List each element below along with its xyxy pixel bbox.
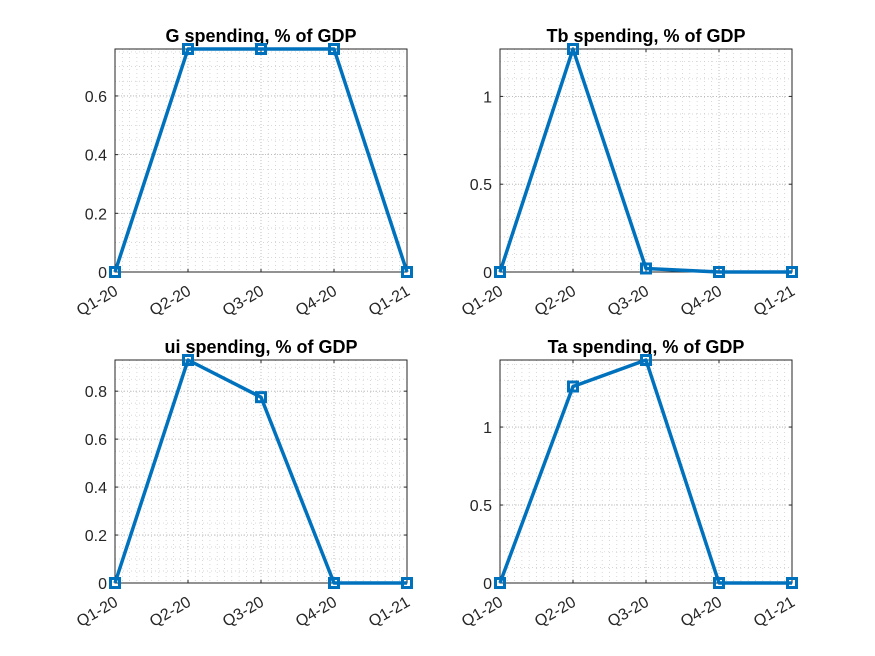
x-tick-label: Q2-20 [147,594,194,631]
major-grid [115,49,407,272]
x-tick-label: Q3-20 [220,283,267,320]
major-grid [115,360,407,583]
y-tick-label: 0 [98,265,107,282]
data-point-marker [567,380,579,393]
data-point-marker [713,266,725,278]
x-tick-label: Q1-20 [459,283,506,320]
major-grid [500,49,792,272]
series-line [113,358,407,585]
data-point-marker [182,43,194,55]
data-point-marker [494,266,506,278]
x-tick-label: Q4-20 [293,594,340,631]
data-point-marker [109,266,121,278]
subplot-1: 0 0.2 0.4 0.6 Q1-20 Q2-20 Q3-20 Q4-20 Q1-21 G spe… [74,26,413,320]
data-point-marker [109,577,121,589]
x-tick-label: Q1-21 [366,594,413,631]
x-tick-label: Q2-20 [532,283,579,320]
x-tick-label: Q3-20 [220,594,267,631]
data-point-marker [567,43,579,55]
chart-title: Ta spending, % of GDP [548,337,745,357]
x-tick-label: Q1-20 [459,594,506,631]
y-tick-label: 0.6 [85,89,107,106]
data-point-marker [401,266,413,278]
data-point-marker [255,43,267,55]
y-tick-label: 0.2 [85,206,107,223]
data-point-marker [182,354,194,366]
data-point-marker [401,577,413,589]
y-tick-label: 0.5 [470,498,492,515]
data-point-marker [713,577,725,589]
data-point-marker [640,354,652,366]
y-tick-label: 1 [483,420,492,437]
x-tick-label: Q4-20 [293,283,340,320]
series-line [498,358,792,585]
series-line [498,47,792,274]
data-point-marker [328,43,340,55]
x-tick-label: Q2-20 [532,594,579,631]
chart-title: ui spending, % of GDP [165,337,358,357]
subplot-2: 0 0.5 1 Q1-20 Q2-20 Q3-20 Q4-20 Q1-21 Tb spendin… [459,26,798,320]
y-tick-label: 1 [483,89,492,106]
chart-title: G spending, % of GDP [165,26,356,46]
y-tick-label: 0.2 [85,528,107,545]
series-line [113,47,409,273]
x-tick-label: Q1-21 [751,283,798,320]
x-tick-label: Q3-20 [605,594,652,631]
y-tick-label: 0.4 [85,148,107,165]
x-tick-label: Q4-20 [678,283,725,320]
data-point-marker [494,577,506,589]
x-tick-label: Q3-20 [605,283,652,320]
x-tick-label: Q1-21 [366,283,413,320]
data-point-marker [786,266,798,278]
x-tick-label: Q1-20 [74,594,121,631]
y-tick-label: 0.8 [85,384,107,401]
y-tick-label: 0.5 [470,177,492,194]
data-point-marker [640,262,652,275]
y-tick-label: 0 [483,265,492,282]
x-tick-label: Q4-20 [678,594,725,631]
data-point-marker [786,577,798,589]
x-tick-label: Q1-20 [74,283,121,320]
subplot-4: 0 0.5 1 Q1-20 Q2-20 Q3-20 Q4-20 Q1-21 Ta spendin… [459,337,798,631]
chart-title: Tb spending, % of GDP [547,26,746,46]
major-grid [500,360,792,583]
y-tick-label: 0 [98,576,107,593]
data-point-marker [328,577,340,589]
y-tick-label: 0.6 [85,432,107,449]
x-tick-label: Q2-20 [147,283,194,320]
y-tick-label: 0.4 [85,480,107,497]
data-point-marker [255,391,267,404]
subplot-3: 0 0.2 0.4 0.6 0.8 Q1-20 Q2-20 Q3-20 Q4-20 Q1-21 ui… [74,337,413,631]
x-tick-label: Q1-21 [751,594,798,631]
y-tick-label: 0 [483,576,492,593]
